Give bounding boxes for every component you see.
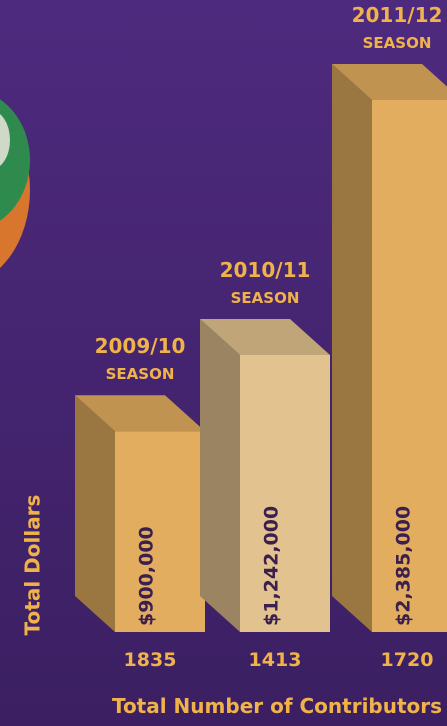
- value-label: $900,000: [136, 526, 158, 626]
- globe-decoration: [0, 99, 30, 268]
- x-axis-label: Total Number of Contributors: [112, 694, 442, 718]
- category-label: 2011/12: [352, 3, 443, 27]
- value-label: $1,242,000: [261, 506, 283, 626]
- contributor-count: 1720: [381, 649, 434, 671]
- contributor-count: 1835: [124, 649, 177, 671]
- category-note: SEASON: [231, 289, 300, 307]
- bar: [115, 431, 205, 632]
- bar-top: [75, 395, 205, 432]
- bar: [240, 354, 330, 632]
- bar-side: [332, 64, 372, 632]
- value-label: $2,385,000: [393, 506, 415, 626]
- category-label: 2010/11: [220, 258, 311, 282]
- bar-side: [75, 395, 115, 632]
- category-note: SEASON: [363, 34, 432, 52]
- bar-top: [332, 64, 447, 100]
- bar-side: [200, 318, 240, 632]
- y-axis-label: Total Dollars: [21, 495, 45, 636]
- category-label: 2009/10: [95, 334, 186, 358]
- bar: [372, 100, 447, 632]
- category-note: SEASON: [106, 365, 175, 383]
- contributor-count: 1413: [249, 649, 302, 671]
- bar-top: [200, 318, 330, 355]
